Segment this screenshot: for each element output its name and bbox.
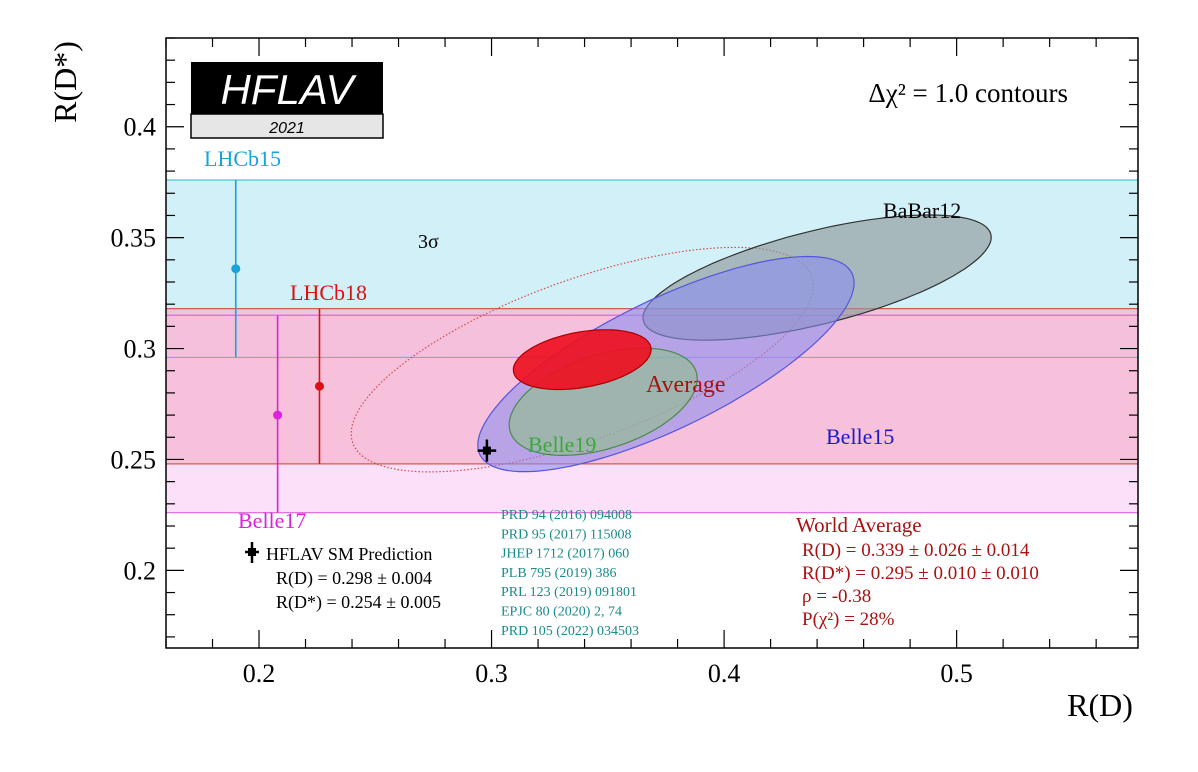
sm-legend-title: HFLAV SM Prediction xyxy=(266,544,432,564)
x-tick-label: 0.2 xyxy=(243,659,276,688)
axis-ticks: 0.2 0.3 0.4 0.5 0.2 0.25 0.3 0.35 0.4 xyxy=(111,37,1138,688)
plot-frame xyxy=(165,37,1139,649)
x-tick-label: 0.3 xyxy=(475,659,508,688)
label-lhcb15: LHCb15 xyxy=(204,146,281,171)
references-list: PRD 94 (2016) 094008 PRD 95 (2017) 115008… xyxy=(501,508,639,639)
label-three-sigma: 3σ xyxy=(418,231,439,253)
point-lhcb18 xyxy=(314,381,324,391)
reference-item: PRD 95 (2017) 115008 xyxy=(501,527,632,542)
reference-item: PRD 94 (2016) 094008 xyxy=(501,508,632,523)
contour-label: Δχ² = 1.0 contours xyxy=(868,78,1068,108)
logo-title: HFLAV xyxy=(220,66,357,113)
logo-black-box xyxy=(191,62,383,114)
y-axis-title: R(D*) xyxy=(47,41,83,123)
reference-item: EPJC 80 (2020) 2, 74 xyxy=(501,605,622,620)
label-belle17: Belle17 xyxy=(238,508,306,533)
sm-legend: HFLAV SM Prediction R(D) = 0.298 ± 0.004… xyxy=(245,542,441,613)
world-average-box: World Average R(D) = 0.339 ± 0.026 ± 0.0… xyxy=(796,513,1039,630)
hflav-logo: HFLAV 2021 xyxy=(190,62,384,139)
y-tick-label: 0.25 xyxy=(111,445,157,474)
point-belle17 xyxy=(273,410,283,420)
world-average-rho: ρ = -0.38 xyxy=(802,586,871,607)
label-lhcb18: LHCb18 xyxy=(290,280,367,305)
y-tick-label: 0.3 xyxy=(124,335,157,364)
contour-ellipses xyxy=(477,214,992,473)
x-tick-label: 0.4 xyxy=(708,659,741,688)
sm-legend-rds: R(D*) = 0.254 ± 0.005 xyxy=(276,592,441,613)
label-belle15: Belle15 xyxy=(826,424,894,449)
label-belle19: Belle19 xyxy=(528,432,596,457)
x-axis-title: R(D) xyxy=(1067,687,1133,723)
sm-point xyxy=(482,446,491,455)
logo-year-box xyxy=(190,113,384,139)
sm-legend-rd: R(D) = 0.298 ± 0.004 xyxy=(276,568,432,589)
world-average-title: World Average xyxy=(796,513,922,537)
world-average-rd: R(D) = 0.339 ± 0.026 ± 0.014 xyxy=(802,540,1030,561)
y-tick-label: 0.35 xyxy=(111,224,157,253)
point-lhcb15 xyxy=(231,264,241,274)
world-average-rds: R(D*) = 0.295 ± 0.010 ± 0.010 xyxy=(802,563,1039,584)
logo-year: 2021 xyxy=(268,120,305,137)
sm-prediction-marker xyxy=(477,439,497,462)
y-tick-label: 0.2 xyxy=(124,556,157,585)
ellipse-average xyxy=(512,329,652,391)
world-average-prob: P(χ²) = 28% xyxy=(802,609,895,630)
reference-item: PRD 105 (2022) 034503 xyxy=(501,624,639,639)
measurement-error-bars xyxy=(231,179,324,513)
reference-item: PRL 123 (2019) 091801 xyxy=(501,585,637,600)
y-tick-label: 0.4 xyxy=(124,113,157,142)
reference-item: PLB 795 (2019) 386 xyxy=(501,566,617,581)
x-tick-label: 0.5 xyxy=(940,659,973,688)
label-babar12: BaBar12 xyxy=(883,198,961,223)
label-average: Average xyxy=(646,372,726,398)
sm-legend-marker xyxy=(245,542,259,563)
reference-item: JHEP 1712 (2017) 060 xyxy=(501,547,629,562)
